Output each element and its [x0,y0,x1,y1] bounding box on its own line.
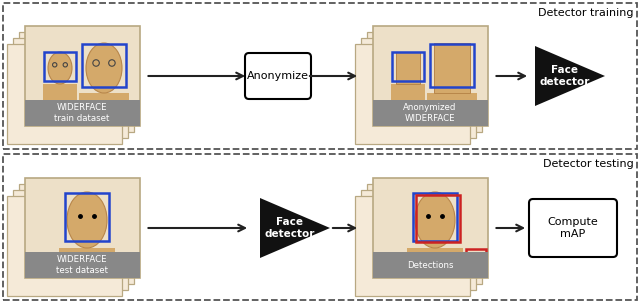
Ellipse shape [86,43,122,93]
Text: Face
detector: Face detector [540,65,589,87]
Text: Compute
mAP: Compute mAP [548,217,598,239]
FancyBboxPatch shape [360,38,476,138]
FancyBboxPatch shape [13,38,127,138]
Text: WIDERFACE
test dataset: WIDERFACE test dataset [56,255,108,275]
FancyBboxPatch shape [360,190,476,290]
Bar [430,44,474,87]
FancyBboxPatch shape [367,184,481,284]
Text: Detector testing: Detector testing [543,159,634,169]
Bar [413,193,457,241]
FancyBboxPatch shape [529,199,617,257]
FancyBboxPatch shape [372,100,488,126]
FancyBboxPatch shape [24,100,140,126]
Bar [83,44,125,87]
FancyBboxPatch shape [6,44,122,144]
FancyBboxPatch shape [59,248,115,276]
FancyBboxPatch shape [407,248,463,276]
FancyBboxPatch shape [79,93,129,118]
FancyBboxPatch shape [24,26,140,126]
FancyBboxPatch shape [396,52,420,84]
Bar [465,249,486,275]
FancyBboxPatch shape [24,178,140,278]
Text: Anonymize: Anonymize [247,71,309,81]
FancyBboxPatch shape [19,32,134,132]
Text: WIDERFACE
train dataset: WIDERFACE train dataset [54,103,109,123]
Text: Detector training: Detector training [538,8,634,18]
Bar [44,52,76,81]
FancyBboxPatch shape [355,44,470,144]
Ellipse shape [67,192,107,248]
FancyBboxPatch shape [13,190,127,290]
FancyBboxPatch shape [372,26,488,126]
FancyBboxPatch shape [245,53,311,99]
Text: Anonymized
WIDERFACE: Anonymized WIDERFACE [403,103,457,123]
FancyBboxPatch shape [19,184,134,284]
FancyBboxPatch shape [44,84,77,100]
FancyBboxPatch shape [434,43,470,93]
Ellipse shape [48,52,72,84]
Polygon shape [260,198,330,258]
Text: Detections: Detections [407,261,453,270]
Bar [416,195,460,242]
FancyBboxPatch shape [367,32,481,132]
FancyBboxPatch shape [6,196,122,296]
Polygon shape [535,46,605,106]
Bar [392,52,424,81]
FancyBboxPatch shape [24,252,140,278]
FancyBboxPatch shape [355,196,470,296]
FancyBboxPatch shape [372,178,488,278]
Text: Face
detector: Face detector [264,217,315,239]
Ellipse shape [415,192,455,248]
FancyBboxPatch shape [427,93,477,118]
FancyBboxPatch shape [391,84,425,100]
FancyBboxPatch shape [372,252,488,278]
Bar [65,193,109,241]
